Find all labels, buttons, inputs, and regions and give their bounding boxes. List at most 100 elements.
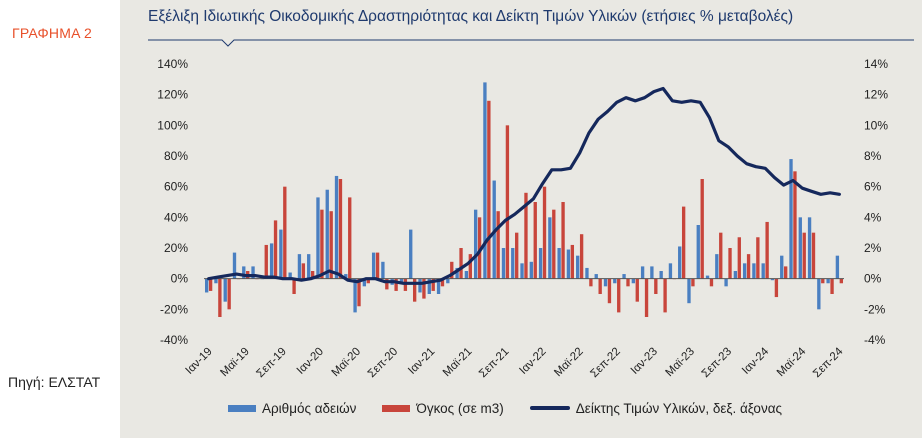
bar-permits <box>705 275 710 279</box>
bar-permits <box>483 82 487 279</box>
left-axis-tick-label: 20% <box>164 241 188 255</box>
bar-permits <box>316 197 320 279</box>
right-axis-tick-label: 6% <box>864 180 882 194</box>
bar-permits <box>473 209 478 279</box>
bar-volume <box>515 232 519 279</box>
bar-volume <box>459 248 463 279</box>
right-axis-tick-label: 14% <box>864 57 888 71</box>
right-axis-tick-label: 10% <box>864 118 888 132</box>
bar-volume <box>477 217 482 279</box>
bar-volume <box>524 192 528 279</box>
bar-permits <box>371 252 376 279</box>
x-axis-tick-label: Σεπ-23 <box>700 346 735 381</box>
bar-volume <box>357 278 361 307</box>
bar-permits <box>631 278 636 284</box>
left-axis-tick-label: 100% <box>157 118 188 132</box>
bar-permits <box>297 254 302 279</box>
title-underline <box>148 39 914 47</box>
bar-permits <box>780 255 784 279</box>
bar-permits <box>399 278 404 284</box>
legend-item-index: Δείκτης Τιμών Υλικών, δεξ. άξονας <box>529 401 782 416</box>
x-axis-tick-label: Σεπ-22 <box>588 346 623 381</box>
right-axis-tick-label: -2% <box>864 302 886 316</box>
bar-permits <box>307 254 311 279</box>
bar-volume <box>227 278 231 310</box>
bar-volume <box>821 278 825 284</box>
bar-permits <box>548 217 552 279</box>
chart: -40% -20% 0% 20% 40% 60% 80% 100% 120% 140% -4% -2%… <box>148 39 914 381</box>
bar-volume <box>691 278 695 287</box>
bar-permits <box>650 266 654 279</box>
bar-permits <box>520 263 524 279</box>
bar-permits <box>687 278 691 304</box>
bar-volume <box>505 125 510 279</box>
bar-volume <box>348 197 352 279</box>
x-axis-tick-label: Ιαν-21 <box>406 346 437 377</box>
bar-volume <box>700 179 704 279</box>
right-axis-tick-label: -4% <box>864 333 886 347</box>
bar-volume <box>394 278 398 291</box>
bar-volume <box>468 254 472 279</box>
right-axis-tick-label: 12% <box>864 88 888 102</box>
x-axis-tick-label: Ιαν-24 <box>740 345 772 377</box>
bar-permits <box>269 243 274 279</box>
bar-volume <box>709 278 714 287</box>
left-axis-tick-label: 60% <box>164 180 188 194</box>
left-axis-tick-label: -40% <box>160 333 188 347</box>
bar-permits <box>835 255 840 279</box>
bar-volume <box>654 278 658 294</box>
bar-volume <box>728 248 732 279</box>
right-axis-tick-label: 0% <box>864 272 882 286</box>
bar-permits <box>678 246 682 279</box>
bar-volume <box>839 278 844 284</box>
left-axis-tick-label: 80% <box>164 149 188 163</box>
bar-permits <box>344 274 348 279</box>
bar-permits <box>724 278 728 287</box>
x-axis-tick-label: Σεπ-24 <box>811 345 846 380</box>
bar-volume <box>431 278 435 291</box>
bar-permits <box>613 278 617 284</box>
bar-volume <box>607 278 612 304</box>
legend-label-volume: Όγκος (σε m3) <box>416 400 504 416</box>
right-axis-tick-label: 4% <box>864 210 882 224</box>
bar-permits <box>761 263 765 279</box>
bar-volume <box>385 278 389 290</box>
x-axis-tick-label: Μαϊ-19 <box>218 346 252 380</box>
bar-permits <box>353 278 357 313</box>
bar-permits <box>464 271 469 279</box>
x-axis-tick-label: Μαϊ-24 <box>775 345 809 379</box>
bar-volume <box>440 278 445 287</box>
bar-permits <box>817 278 821 310</box>
bar-permits <box>418 278 422 293</box>
bar-volume <box>644 278 649 317</box>
left-axis-tick-label: 40% <box>164 210 188 224</box>
bar-permits <box>640 266 645 279</box>
bar-volume <box>422 278 426 299</box>
bar-permits <box>381 261 385 279</box>
left-axis-tick-label: -20% <box>160 302 188 316</box>
x-axis-tick-label: Μαϊ-20 <box>330 346 364 380</box>
bar-permits <box>696 225 700 279</box>
bar-permits <box>789 159 793 279</box>
bar-volume <box>552 209 556 279</box>
bar-volume <box>329 211 333 279</box>
bar-volume <box>487 100 491 279</box>
bar-volume <box>756 237 760 279</box>
bar-permits <box>668 263 673 279</box>
panel-separator <box>120 0 132 438</box>
bar-permits <box>742 263 747 279</box>
legend-swatch-index <box>529 406 570 410</box>
bar-volume <box>301 263 306 279</box>
bar-volume <box>663 278 667 313</box>
x-axis-tick-label: Ιαν-19 <box>183 346 214 377</box>
bar-permits <box>826 278 830 284</box>
bar-permits <box>279 229 283 279</box>
bar-volume <box>626 278 630 287</box>
right-axis-tick-label: 8% <box>864 149 882 163</box>
bar-volume <box>579 234 584 279</box>
bar-volume <box>218 278 222 317</box>
bar-volume <box>589 278 593 287</box>
bar-volume <box>746 254 751 279</box>
chart-title: Εξέλιξη Ιδιωτικής Οικοδομικής Δραστηριότ… <box>148 8 794 25</box>
bar-volume <box>681 206 686 279</box>
